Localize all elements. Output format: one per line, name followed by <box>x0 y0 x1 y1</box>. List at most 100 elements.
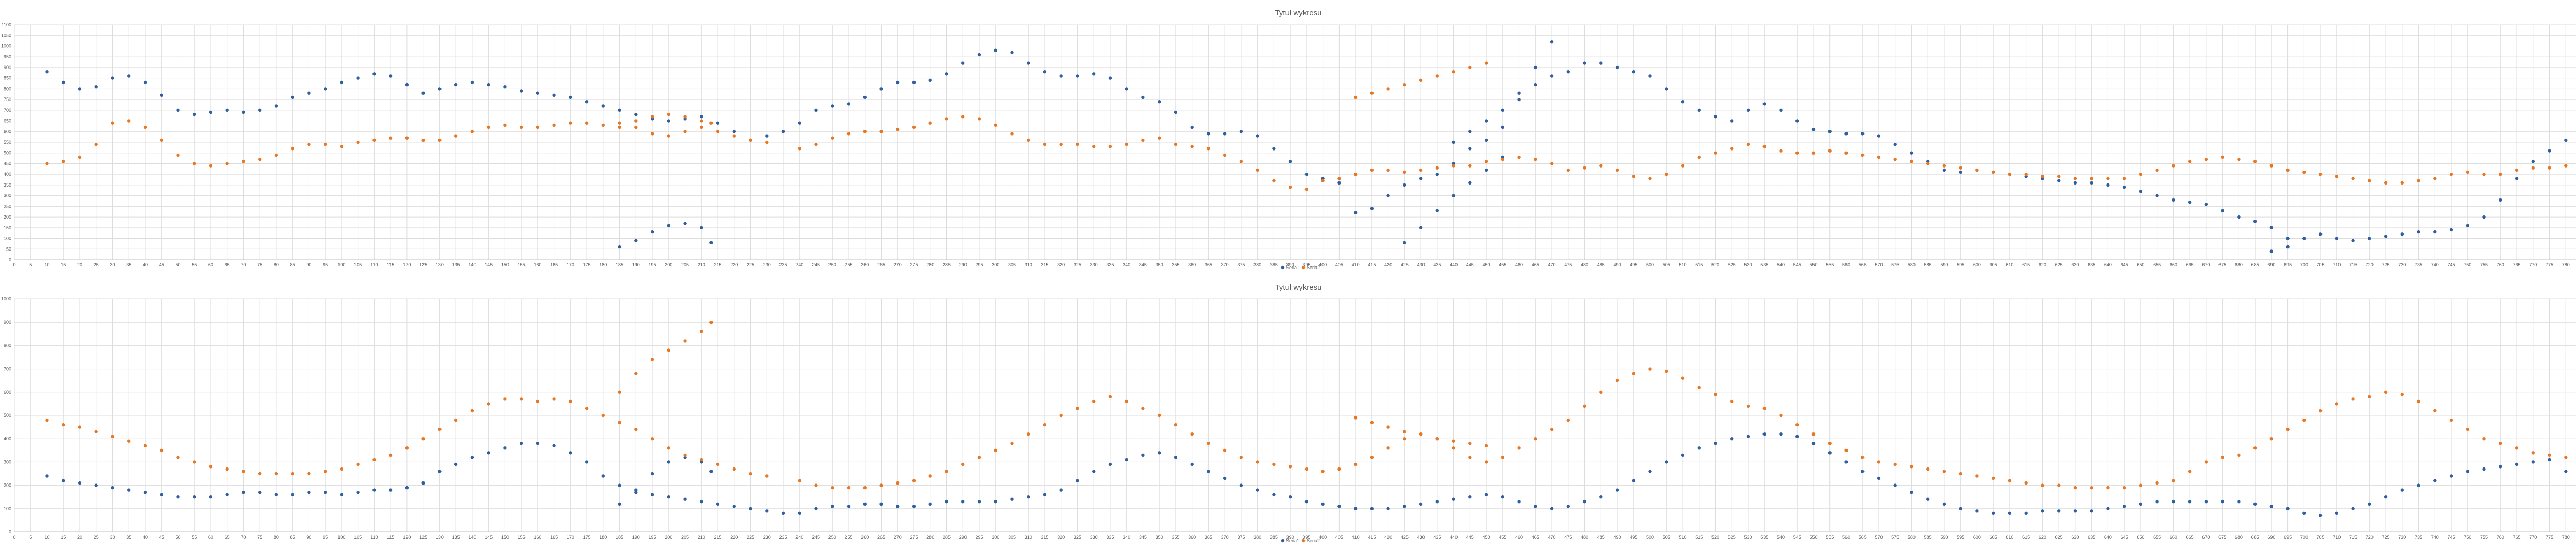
data-point <box>709 470 713 473</box>
data-point <box>291 147 294 151</box>
data-point <box>912 80 916 85</box>
data-point <box>209 110 213 114</box>
data-point <box>143 125 147 129</box>
data-point <box>1403 505 1406 508</box>
data-point <box>700 460 703 464</box>
data-point <box>209 164 213 168</box>
x-tick-label: 275 <box>910 535 918 540</box>
x-tick-label: 520 <box>1711 262 1719 268</box>
x-tick-label: 220 <box>730 535 738 540</box>
data-point <box>709 241 713 244</box>
data-point <box>1762 407 1766 410</box>
data-point <box>470 409 474 413</box>
data-point <box>2269 226 2273 229</box>
x-tick-label: 660 <box>2170 262 2177 268</box>
x-tick-label: 190 <box>632 535 640 540</box>
x-tick-label: 245 <box>812 535 820 540</box>
x-tick-label: 570 <box>1875 535 1883 540</box>
x-tick-label: 30 <box>110 262 115 268</box>
x-tick-label: 470 <box>1548 535 1556 540</box>
data-point <box>405 136 409 140</box>
x-tick-label: 550 <box>1809 262 1817 268</box>
data-point <box>2417 399 2420 404</box>
data-point <box>1403 437 1406 441</box>
x-tick-label: 300 <box>992 262 999 268</box>
x-tick-label: 625 <box>2055 535 2063 540</box>
data-point <box>78 425 82 429</box>
data-point <box>1484 444 1488 447</box>
x-tick-label: 95 <box>323 535 328 540</box>
x-tick-label: 705 <box>2317 262 2325 268</box>
x-tick-label: 335 <box>1106 535 1114 540</box>
data-point <box>896 505 900 508</box>
data-point <box>470 456 474 459</box>
data-point <box>2548 453 2551 457</box>
data-point <box>2335 402 2338 406</box>
x-tick-label: 645 <box>2121 262 2128 268</box>
x-tick-label: 765 <box>2513 262 2521 268</box>
data-point <box>961 61 965 65</box>
data-point <box>2139 483 2143 487</box>
data-point <box>2433 409 2437 413</box>
x-tick-label: 770 <box>2529 262 2537 268</box>
data-point <box>1844 132 1848 136</box>
data-point <box>1370 168 1374 172</box>
data-point <box>2090 177 2093 180</box>
x-tick-label: 140 <box>468 262 476 268</box>
data-point <box>2302 511 2306 515</box>
x-tick-label: 320 <box>1057 535 1065 540</box>
data-point <box>618 121 621 125</box>
y-tick-label: 800 <box>4 343 11 348</box>
data-point <box>601 474 605 478</box>
data-point <box>2155 168 2159 172</box>
data-point <box>879 130 883 133</box>
data-point <box>1648 177 1652 180</box>
x-tick-label: 310 <box>1025 535 1032 540</box>
data-point <box>667 119 671 123</box>
y-tick-label: 500 <box>4 151 11 156</box>
x-tick-label: 210 <box>698 535 705 540</box>
data-point <box>1730 437 1734 441</box>
data-point <box>1386 87 1390 91</box>
data-point <box>1697 386 1701 389</box>
x-tick-label: 730 <box>2398 262 2406 268</box>
data-point <box>111 435 114 438</box>
data-point <box>1844 460 1848 464</box>
data-point <box>618 421 621 424</box>
data-point <box>421 481 425 485</box>
data-point <box>1272 147 1276 151</box>
data-point <box>1795 435 1799 438</box>
data-point <box>291 493 294 496</box>
data-point <box>1665 87 1668 91</box>
data-point <box>2384 181 2388 185</box>
data-point <box>225 493 229 496</box>
x-tick-label: 80 <box>274 535 279 540</box>
data-point <box>519 89 523 93</box>
data-point <box>1746 435 1750 438</box>
data-point <box>2499 465 2502 469</box>
data-point <box>2008 511 2012 515</box>
data-point <box>2269 164 2273 168</box>
data-point <box>2057 175 2061 178</box>
data-point <box>1550 74 1554 78</box>
y-tick-label: 400 <box>4 436 11 441</box>
data-point <box>585 407 589 410</box>
x-tick-label: 650 <box>2137 262 2144 268</box>
x-tick-label: 455 <box>1499 262 1506 268</box>
data-point <box>2433 479 2437 482</box>
data-point <box>1419 432 1423 436</box>
x-tick-label: 515 <box>1695 262 1703 268</box>
x-tick-label: 405 <box>1335 262 1343 268</box>
data-point <box>1681 376 1685 380</box>
data-point <box>1665 369 1668 373</box>
data-point <box>2106 486 2110 490</box>
x-tick-label: 525 <box>1728 535 1736 540</box>
x-tick-label: 60 <box>208 262 213 268</box>
y-tick-label: 450 <box>4 161 11 166</box>
data-point <box>1632 175 1635 178</box>
data-point <box>1893 142 1897 146</box>
x-tick-label: 130 <box>436 262 444 268</box>
x-tick-label: 680 <box>2235 535 2243 540</box>
data-point <box>1714 115 1717 119</box>
x-tick-label: 275 <box>910 262 918 268</box>
